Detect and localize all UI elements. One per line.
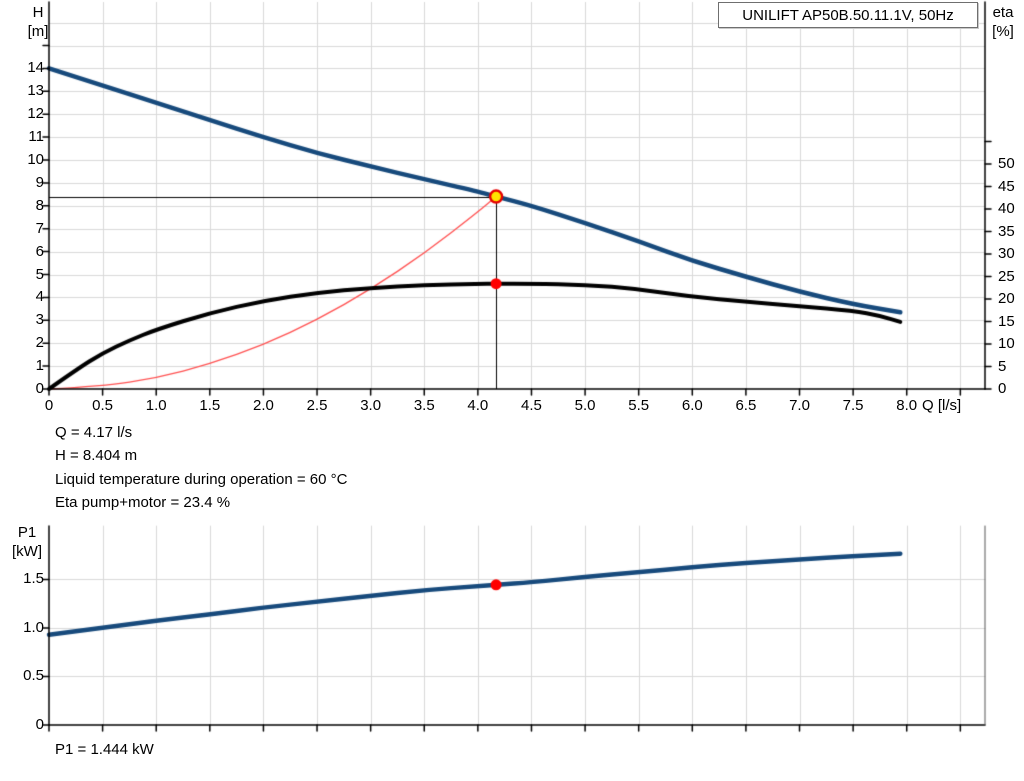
tick-label-y-right: 20 xyxy=(998,290,1015,307)
annotation-efficiency: Eta pump+motor = 23.4 % xyxy=(55,494,231,511)
tick-label-y-left: 0.5 xyxy=(23,667,44,685)
h-axis-label: H [m] xyxy=(24,3,52,41)
tick-label-x: 2.5 xyxy=(306,397,328,414)
tick-label-x: 4.5 xyxy=(521,397,542,414)
p1-axis-quantity: P1 xyxy=(17,524,37,541)
tick-label-y-right: 35 xyxy=(998,222,1015,240)
eta-axis-label: eta [%] xyxy=(986,3,1020,41)
tick-label-x: 7.5 xyxy=(842,397,864,414)
tick-label-y-left: 0 xyxy=(35,716,44,733)
annotation-flow: Q = 4.17 l/s xyxy=(55,424,133,441)
pump-title-text: UNILIFT AP50B.50.11.1V, 50Hz xyxy=(742,6,954,24)
tick-label-x: 5.5 xyxy=(628,397,650,414)
tick-label-y-left: 5 xyxy=(35,265,44,283)
tick-label-y-left: 9 xyxy=(35,173,44,191)
tick-label-x: 1.0 xyxy=(145,397,167,414)
q-axis-label: Q [l/s] xyxy=(922,397,962,414)
p1-axis-label: P1 [kW] xyxy=(6,523,48,561)
tick-label-y-right: 40 xyxy=(998,200,1015,217)
tick-label-y-right: 10 xyxy=(998,335,1015,352)
tick-label-x: 1.5 xyxy=(199,397,221,414)
tick-label-y-left: 0 xyxy=(35,380,44,397)
h-axis-quantity: H xyxy=(32,4,44,21)
tick-label-y-right: 45 xyxy=(998,177,1015,195)
tick-label-y-right: 25 xyxy=(998,267,1015,285)
tick-label-y-left: 6 xyxy=(35,242,44,260)
annotation-head: H = 8.404 m xyxy=(55,447,138,464)
tick-label-y-right: 0 xyxy=(998,380,1007,397)
tick-label-x: 7.0 xyxy=(789,397,810,414)
h-axis-unit: [m] xyxy=(27,23,49,40)
tick-label-y-left: 3 xyxy=(35,311,44,329)
tick-label-x: 8.0 xyxy=(896,397,918,414)
tick-label-y-left: 1.0 xyxy=(23,618,44,636)
annotation-power: P1 = 1.444 kW xyxy=(55,741,154,758)
eta-axis-quantity: eta xyxy=(992,4,1014,21)
tick-label-x: 2.0 xyxy=(252,397,274,414)
tick-label-y-left: 8 xyxy=(35,196,44,214)
tick-label-y-left: 1.5 xyxy=(23,570,44,588)
eta-axis-unit: [%] xyxy=(992,23,1014,40)
tick-label-y-right: 30 xyxy=(998,245,1015,262)
pump-title-box: UNILIFT AP50B.50.11.1V, 50Hz xyxy=(718,2,978,28)
tick-label-y-left: 14 xyxy=(27,59,44,77)
tick-label-x: 0 xyxy=(44,397,54,414)
tick-label-x: 4.0 xyxy=(467,397,489,414)
tick-label-x: 3.0 xyxy=(360,397,382,414)
tick-label-y-left: 11 xyxy=(28,128,44,146)
tick-label-y-left: 4 xyxy=(35,288,44,306)
tick-label-y-right: 15 xyxy=(998,312,1015,330)
tick-label-y-right: 50 xyxy=(998,155,1015,172)
tick-label-y-left: 1 xyxy=(35,357,44,375)
tick-label-y-left: 7 xyxy=(35,219,44,237)
annotation-temperature: Liquid temperature during operation = 60… xyxy=(55,471,348,488)
tick-label-y-left: 12 xyxy=(27,105,44,123)
tick-label-x: 3.5 xyxy=(413,397,435,414)
tick-label-y-left: 10 xyxy=(27,151,44,168)
p1-axis-unit: [kW] xyxy=(12,543,42,560)
tick-label-y-right: 5 xyxy=(998,357,1007,375)
tick-label-x: 0.5 xyxy=(92,397,114,414)
tick-label-y-left: 13 xyxy=(27,82,44,100)
tick-label-x: 5.0 xyxy=(574,397,596,414)
tick-label-x: 6.0 xyxy=(681,397,703,414)
tick-label-y-left: 2 xyxy=(35,334,44,352)
tick-label-x: 6.5 xyxy=(735,397,757,414)
